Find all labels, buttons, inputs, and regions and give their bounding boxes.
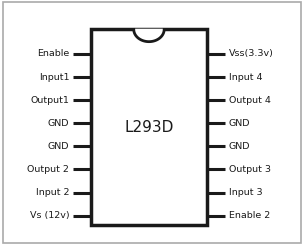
Text: Output 2: Output 2 — [27, 165, 69, 174]
Text: Vss(3.3v): Vss(3.3v) — [229, 49, 274, 58]
Text: Output 3: Output 3 — [229, 165, 271, 174]
Polygon shape — [134, 29, 164, 42]
Text: L293D: L293D — [124, 120, 174, 135]
Text: Output 4: Output 4 — [229, 96, 271, 105]
Text: GND: GND — [229, 119, 250, 128]
Bar — [91, 29, 207, 225]
Text: GND: GND — [48, 142, 69, 151]
Text: Input 3: Input 3 — [229, 188, 262, 197]
Text: Vs (12v): Vs (12v) — [30, 211, 69, 220]
Text: Output1: Output1 — [30, 96, 69, 105]
Text: Input1: Input1 — [39, 73, 69, 82]
Text: Input 2: Input 2 — [36, 188, 69, 197]
Text: GND: GND — [48, 119, 69, 128]
Text: Input 4: Input 4 — [229, 73, 262, 82]
Text: Enable: Enable — [37, 49, 69, 58]
Text: Enable 2: Enable 2 — [229, 211, 270, 220]
Text: GND: GND — [229, 142, 250, 151]
